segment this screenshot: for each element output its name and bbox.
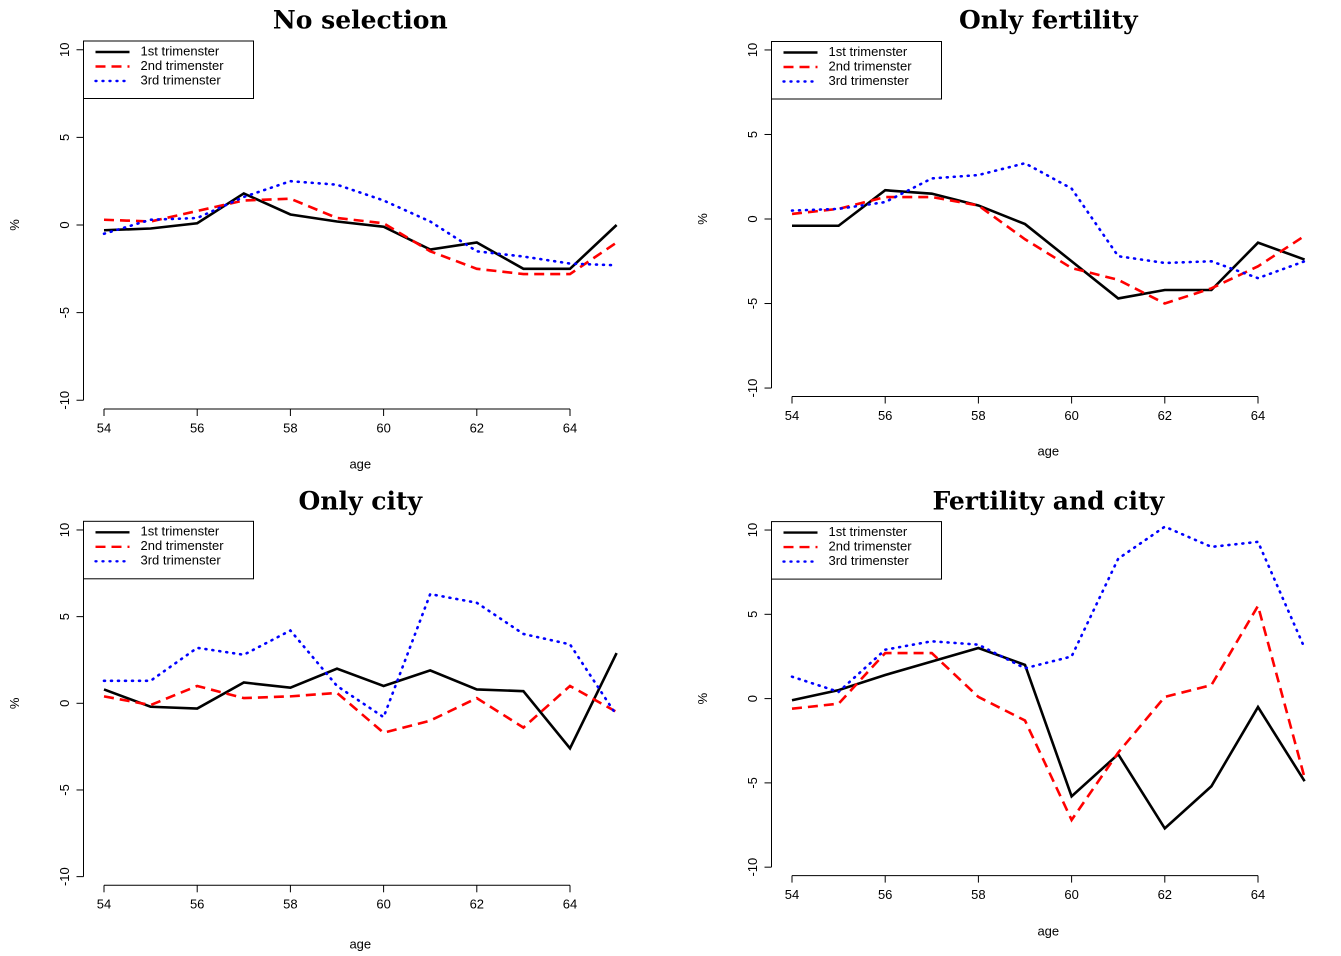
legend-label: 2nd trimenster: [829, 539, 913, 554]
y-tick-label: 0: [745, 215, 760, 222]
series-line: [103, 652, 618, 751]
x-tick-label: 60: [1064, 887, 1078, 902]
x-tick-label: 62: [1158, 408, 1172, 423]
y-axis-label: %: [7, 697, 22, 709]
x-tick-label: 58: [283, 420, 297, 435]
x-tick-label: 56: [190, 420, 204, 435]
x-tick-label: 64: [1251, 408, 1265, 423]
legend-box: [83, 40, 254, 99]
x-tick-label: 64: [1251, 887, 1265, 902]
x-tick-label: 60: [376, 897, 390, 912]
x-tick-label: 56: [878, 887, 892, 902]
y-tick-label: 10: [57, 523, 72, 537]
y-tick-label: -10: [745, 858, 760, 877]
y-tick-label: -10: [57, 867, 72, 886]
legend-box: [771, 521, 942, 580]
x-tick-label: 58: [971, 408, 985, 423]
series-line: [792, 188, 1306, 300]
series-line: [791, 646, 1306, 831]
y-tick-label: 0: [745, 695, 760, 702]
x-axis-label: age: [349, 936, 371, 951]
legend-label: 1st trimenster: [141, 43, 220, 58]
series-line: [103, 684, 618, 735]
y-tick-label: 10: [745, 523, 760, 537]
legend-label: 1st trimenster: [829, 524, 908, 539]
x-tick-label: 64: [563, 897, 577, 912]
y-tick-label: -5: [745, 298, 760, 310]
y-tick-label: 0: [57, 221, 72, 228]
series-line: [103, 197, 618, 276]
series-line: [790, 161, 1306, 280]
y-tick-label: 5: [745, 611, 760, 618]
series-line: [102, 592, 618, 720]
y-axis-label: %: [695, 213, 710, 225]
chart-title: Only city: [299, 487, 424, 516]
x-tick-label: 62: [470, 420, 484, 435]
legend-label: 2nd trimenster: [141, 538, 225, 553]
y-tick-label: -10: [57, 391, 72, 410]
y-tick-label: -5: [745, 777, 760, 789]
series-line: [791, 602, 1306, 823]
x-tick-label: 54: [785, 887, 799, 902]
y-axis-label: %: [695, 692, 710, 704]
x-tick-label: 58: [971, 887, 985, 902]
y-tick-label: -5: [57, 784, 72, 796]
series-line: [791, 195, 1306, 305]
series-line: [790, 525, 1306, 694]
x-tick-label: 56: [878, 408, 892, 423]
x-tick-label: 62: [470, 897, 484, 912]
legend-label: 2nd trimenster: [829, 58, 913, 73]
y-tick-label: -5: [57, 307, 72, 319]
y-axis-label: %: [7, 219, 22, 231]
chart-title: Fertility and city: [932, 487, 1165, 516]
x-tick-label: 60: [376, 420, 390, 435]
y-tick-label: 10: [745, 43, 760, 57]
legend-label: 3rd trimenster: [141, 553, 222, 568]
x-tick-label: 54: [785, 408, 799, 423]
chart-title: No selection: [273, 6, 448, 35]
x-tick-label: 54: [97, 420, 111, 435]
x-tick-label: 64: [563, 420, 577, 435]
series-line: [102, 179, 618, 267]
y-tick-label: -10: [745, 379, 760, 398]
x-axis-label: age: [349, 456, 371, 471]
y-tick-label: 5: [57, 134, 72, 141]
series-line: [103, 191, 618, 271]
y-tick-label: 5: [57, 613, 72, 620]
x-tick-label: 62: [1158, 887, 1172, 902]
legend-label: 1st trimenster: [141, 524, 220, 539]
legend-box: [771, 41, 942, 100]
legend-label: 3rd trimenster: [141, 72, 222, 87]
x-axis-label: age: [1037, 443, 1059, 458]
legend-label: 1st trimenster: [829, 44, 908, 59]
legend-box: [83, 520, 254, 580]
legend-label: 3rd trimenster: [829, 553, 910, 568]
x-tick-label: 60: [1064, 408, 1078, 423]
legend-label: 3rd trimenster: [829, 73, 910, 88]
x-axis-label: age: [1037, 923, 1059, 938]
x-tick-label: 54: [97, 897, 111, 912]
x-tick-label: 58: [283, 897, 297, 912]
legend-label: 2nd trimenster: [141, 58, 225, 73]
chart-title: Only fertility: [959, 6, 1139, 35]
y-tick-label: 5: [745, 131, 760, 138]
x-tick-label: 56: [190, 897, 204, 912]
y-tick-label: 10: [57, 43, 72, 57]
y-tick-label: 0: [57, 700, 72, 707]
